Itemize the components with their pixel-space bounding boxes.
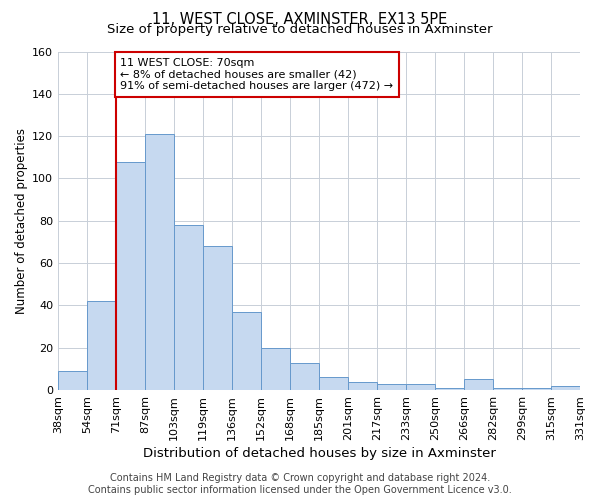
- Bar: [406, 384, 435, 390]
- Bar: [87, 301, 116, 390]
- Bar: [522, 388, 551, 390]
- Bar: [145, 134, 174, 390]
- Bar: [377, 384, 406, 390]
- Text: 11, WEST CLOSE, AXMINSTER, EX13 5PE: 11, WEST CLOSE, AXMINSTER, EX13 5PE: [152, 12, 448, 28]
- Text: Contains HM Land Registry data © Crown copyright and database right 2024.
Contai: Contains HM Land Registry data © Crown c…: [88, 474, 512, 495]
- Bar: [290, 362, 319, 390]
- Bar: [551, 386, 580, 390]
- Bar: [174, 225, 203, 390]
- Bar: [261, 348, 290, 390]
- X-axis label: Distribution of detached houses by size in Axminster: Distribution of detached houses by size …: [143, 447, 496, 460]
- Bar: [493, 388, 522, 390]
- Text: Size of property relative to detached houses in Axminster: Size of property relative to detached ho…: [107, 24, 493, 36]
- Y-axis label: Number of detached properties: Number of detached properties: [15, 128, 28, 314]
- Bar: [348, 382, 377, 390]
- Bar: [58, 371, 87, 390]
- Bar: [203, 246, 232, 390]
- Bar: [319, 378, 348, 390]
- Bar: [464, 380, 493, 390]
- Bar: [435, 388, 464, 390]
- Bar: [232, 312, 261, 390]
- Text: 11 WEST CLOSE: 70sqm
← 8% of detached houses are smaller (42)
91% of semi-detach: 11 WEST CLOSE: 70sqm ← 8% of detached ho…: [121, 58, 394, 91]
- Bar: [116, 162, 145, 390]
